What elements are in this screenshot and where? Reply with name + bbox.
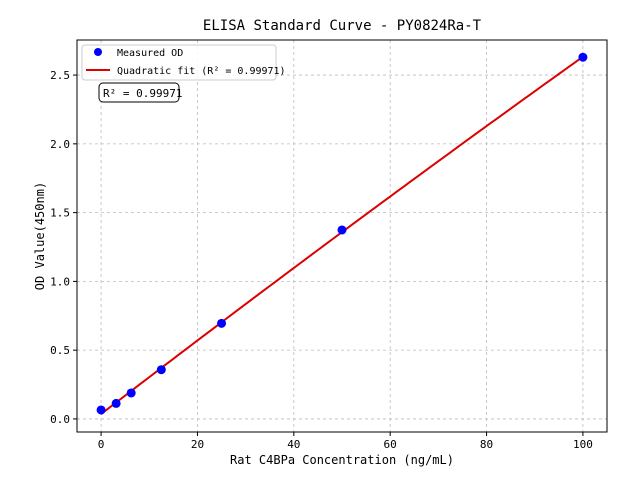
legend-label-fit: Quadratic fit (R² = 0.99971)	[117, 66, 286, 77]
chart-title: ELISA Standard Curve - PY0824Ra-T	[203, 18, 482, 34]
y-tick-label: 1.0	[50, 275, 70, 288]
x-tick-label: 100	[573, 438, 593, 451]
x-tick-label: 60	[384, 438, 397, 451]
fit-line-group	[100, 55, 584, 415]
data-point	[126, 388, 136, 398]
x-axis-label: Rat C4BPa Concentration (ng/mL)	[230, 453, 454, 467]
data-points	[96, 52, 588, 415]
y-tick-label: 2.5	[50, 69, 70, 82]
data-point	[337, 225, 347, 235]
data-point	[96, 405, 106, 415]
x-tick-label: 0	[98, 438, 105, 451]
data-point	[217, 318, 227, 328]
y-tick-label: 0.5	[50, 344, 70, 357]
legend: Measured OD Quadratic fit (R² = 0.99971)	[81, 44, 286, 81]
legend-label-measured: Measured OD	[117, 48, 183, 59]
x-tick-label: 20	[191, 438, 204, 451]
grid	[77, 40, 607, 432]
data-point	[156, 365, 166, 375]
y-tick-label: 0.0	[50, 413, 70, 426]
y-axis-label: OD Value(450nm)	[33, 182, 47, 290]
fit-line	[100, 55, 584, 415]
plot-frame	[76, 39, 608, 433]
data-point	[578, 52, 588, 62]
data-point	[111, 398, 121, 408]
x-tick-label: 40	[287, 438, 300, 451]
axis-ticks: 0 20 40 60 80 100 0.0 0.5 1.0 1.5 2.0 2.5	[50, 69, 593, 451]
x-tick-label: 80	[480, 438, 493, 451]
legend-marker-measured	[94, 48, 102, 56]
r2-annotation-text: R² = 0.99971	[103, 87, 182, 100]
r2-annotation: R² = 0.99971	[98, 82, 182, 103]
y-tick-label: 2.0	[50, 138, 70, 151]
y-tick-label: 1.5	[50, 207, 70, 220]
